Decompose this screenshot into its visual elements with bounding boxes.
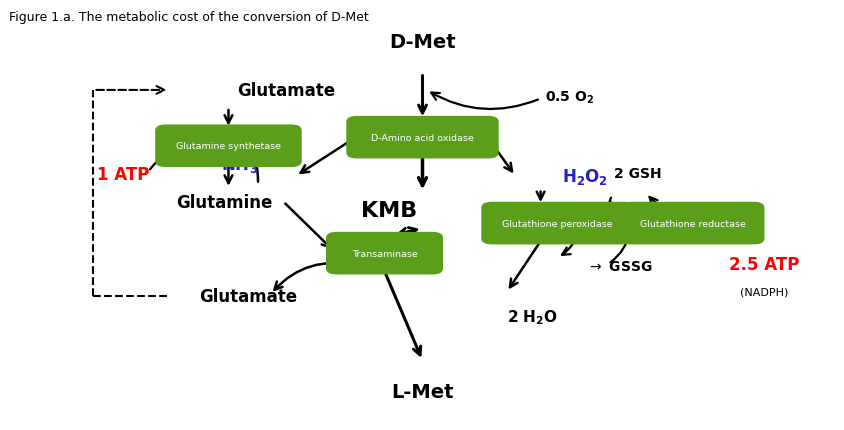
Text: Figure 1.a. The metabolic cost of the conversion of D-Met: Figure 1.a. The metabolic cost of the co… — [9, 12, 369, 25]
Text: Glutamate: Glutamate — [236, 82, 334, 100]
Text: D-Met: D-Met — [389, 33, 455, 52]
Text: KMB: KMB — [360, 201, 416, 221]
Text: Glutamine synthetase: Glutamine synthetase — [176, 142, 281, 151]
Text: 1 ATP: 1 ATP — [97, 165, 149, 183]
FancyBboxPatch shape — [620, 203, 763, 244]
Text: D-Amino acid oxidase: D-Amino acid oxidase — [371, 133, 473, 142]
Text: Glutathione reductase: Glutathione reductase — [639, 219, 744, 228]
FancyBboxPatch shape — [327, 233, 441, 274]
Text: $\mathbf{NH_3}$: $\mathbf{NH_3}$ — [220, 154, 257, 174]
Text: Glutathione peroxidase: Glutathione peroxidase — [501, 219, 612, 228]
FancyBboxPatch shape — [481, 203, 632, 244]
Text: (NADPH): (NADPH) — [739, 287, 787, 297]
Text: Glutamate: Glutamate — [198, 288, 297, 305]
Text: Transaminase: Transaminase — [351, 249, 417, 258]
FancyBboxPatch shape — [156, 126, 300, 167]
Text: 2 GSH: 2 GSH — [613, 167, 661, 181]
Text: L-Met: L-Met — [391, 382, 453, 401]
Text: $\mathbf{2\ H_2O}$: $\mathbf{2\ H_2O}$ — [506, 307, 557, 326]
Text: $\mathbf{0.5\ O_2}$: $\mathbf{0.5\ O_2}$ — [544, 89, 593, 105]
Text: 2.5 ATP: 2.5 ATP — [728, 255, 798, 273]
Text: Glutamine: Glutamine — [176, 193, 272, 211]
Text: $\rightarrow$ GSSG: $\rightarrow$ GSSG — [587, 259, 652, 273]
Text: $\mathbf{H_2O_2}$: $\mathbf{H_2O_2}$ — [561, 166, 607, 186]
FancyBboxPatch shape — [347, 117, 497, 158]
